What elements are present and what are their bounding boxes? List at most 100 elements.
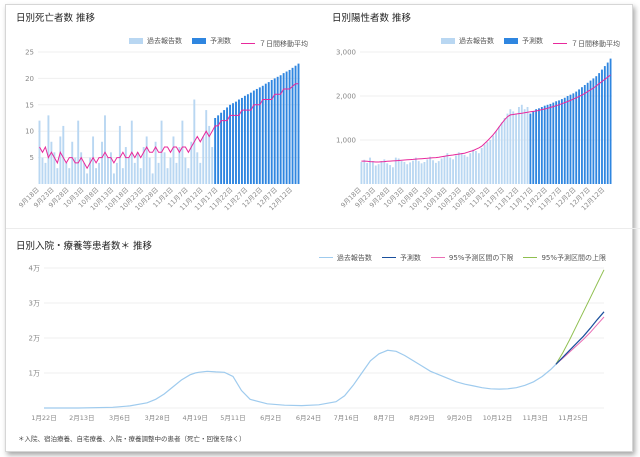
legend-item[interactable]: 過去報告数 [318,253,372,263]
legend-label: 予測数 [210,37,231,45]
x-tick-label: 5月11日 [220,414,245,422]
past-bar [475,151,477,184]
inpatients-chart-legend: 過去報告数 予測数 95%予測区間の下限 95%予測区間の上限 [309,252,606,263]
past-bar [44,162,47,184]
past-bar [178,147,181,184]
past-bar [175,162,178,184]
forecast-bar [232,103,234,184]
positives-chart-legend: 過去報告数 予測数 ７日間移動平均 [431,36,620,49]
legend-item[interactable]: 95%予測区間の下限 [430,253,514,263]
forecast-bar [261,85,264,184]
past-bar [208,125,211,184]
past-bar [199,162,202,184]
x-tick-label: 9月20日 [447,414,472,422]
forecast-bar [288,69,291,184]
upper-bound-line [555,269,605,365]
past-bar [145,136,148,184]
past-bar [124,147,127,184]
forecast-bar [291,67,294,184]
legend-item[interactable]: 予測数 [381,253,421,263]
legend-label: 予測数 [399,253,421,262]
x-tick-label: 1月22日 [31,414,56,422]
past-bar [432,160,434,184]
legend-item[interactable]: ７日間移動平均 [241,39,308,49]
past-bar [520,104,523,184]
y-tick-label: 1,000 [336,137,356,145]
y-tick-label: 25 [25,49,34,57]
past-bar [187,168,190,184]
positives-chart-panel: 日別陽性者数 推移 過去報告数 予測数 ７日間移動平均 1,000 2,000 3,00… [330,10,622,220]
forecast-bar [538,108,540,184]
forecast-bar [267,82,270,184]
past-reports-line [44,349,557,409]
legend-item[interactable]: ７日間移動平均 [553,39,620,49]
past-bar [412,160,414,184]
past-bar [429,156,432,184]
legend-item[interactable]: 95%予測区間の上限 [523,253,606,263]
forecast-bar [535,109,538,184]
past-bar [446,153,449,184]
legend-swatch-box [441,38,455,44]
past-bar [148,157,151,184]
legend-item[interactable]: 予測数 [192,36,231,46]
forecast-bar [297,63,300,185]
past-bar [360,162,363,184]
legend-swatch-line [523,257,538,258]
past-bar [383,159,386,184]
footnote: ＊入院、宿泊療養、自宅療養、入院・療養調整中の患者（死亡・回復を除く） [18,435,246,443]
legend-swatch-box [192,38,206,44]
past-bar [394,157,397,184]
forecast-bar [609,58,612,184]
forecast-bar [238,99,240,184]
x-tick-label: 6月24日 [296,414,321,422]
forecast-bar [552,102,555,184]
past-bar [386,163,389,184]
legend-label: 95%予測区間の下限 [448,253,514,262]
past-bar [98,162,100,184]
past-bar [363,159,366,184]
past-bar [109,152,112,184]
past-bar [71,141,74,184]
inpatients-chart-panel: 日別入院・療養等患者数＊ 推移 過去報告数 予測数 95%予測区間の下限 95%予測区… [14,238,626,438]
forecast-bar [598,73,601,184]
forecast-bar [540,107,543,184]
legend-label: 予測数 [522,37,543,45]
past-bar [366,162,369,184]
past-bar [392,167,394,184]
forecast-bar [592,78,595,184]
legend-item[interactable]: 過去報告数 [129,36,182,46]
forecast-bar [240,97,243,184]
x-tick-label: 8月7日 [373,414,394,422]
deaths-chart-panel: 日別死亡者数 推移 過去報告数 予測数 ７日間移動平均 5 10 15 20 25 9月18日… [14,10,310,220]
past-bar [50,141,53,184]
x-tick-label: 3月6日 [109,414,130,422]
past-bar [86,173,89,184]
forecast-bar [558,100,560,184]
past-bar [172,136,175,184]
past-bar [380,161,383,184]
past-bar [523,109,526,184]
positives-chart-title: 日別陽性者数 推移 [332,13,412,24]
legend-label: 95%予測区間の上限 [541,253,606,262]
legend-item[interactable]: 過去報告数 [441,36,494,46]
forecast-bar [252,90,255,184]
forecast-bar [285,71,288,184]
past-bar [492,135,495,184]
forecast-bar [279,75,282,184]
past-bar [68,168,71,184]
forecast-bar [563,97,566,184]
past-bar [62,125,65,184]
deaths-bar-chart: 5101520259月18日9月23日9月28日10月3日10月8日10月13日… [17,49,300,212]
x-tick-label: 2月13日 [69,414,94,422]
past-bar [166,168,169,184]
x-tick-label: 8月29日 [409,414,434,422]
past-bar [83,162,86,184]
deaths-chart-legend: 過去報告数 予測数 ７日間移動平均 [119,36,308,49]
past-bar [101,141,103,184]
past-bar [374,165,377,184]
past-bar [127,157,130,184]
past-bar [526,107,529,184]
legend-item[interactable]: 予測数 [504,36,543,46]
x-tick-label: 6月2日 [260,414,281,422]
forecast-bar [606,62,609,185]
